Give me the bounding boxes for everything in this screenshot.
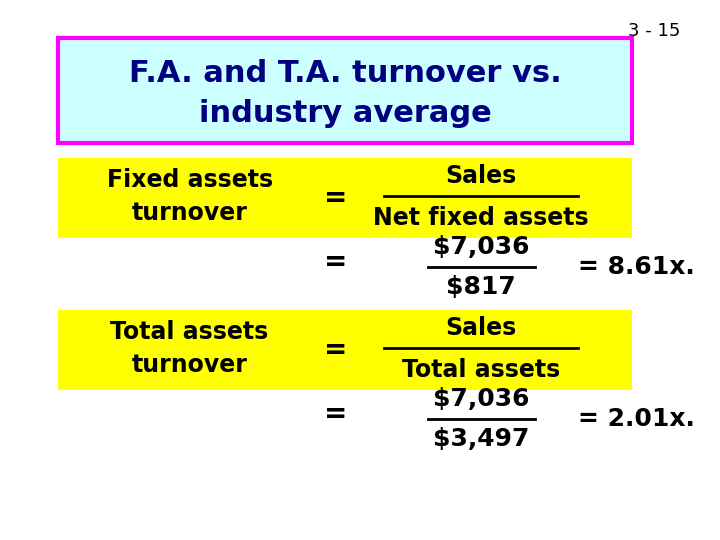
FancyBboxPatch shape: [58, 38, 632, 143]
Text: F.A. and T.A. turnover vs.: F.A. and T.A. turnover vs.: [129, 58, 562, 87]
Text: $7,036: $7,036: [433, 387, 529, 411]
Text: industry average: industry average: [199, 98, 492, 127]
Text: Total assets: Total assets: [402, 358, 560, 382]
Text: =: =: [324, 336, 347, 364]
FancyBboxPatch shape: [58, 310, 632, 390]
Text: =: =: [324, 400, 347, 428]
Text: = 2.01x.: = 2.01x.: [578, 407, 696, 431]
Text: Total assets: Total assets: [110, 320, 269, 344]
FancyBboxPatch shape: [58, 158, 632, 238]
Text: Sales: Sales: [446, 316, 517, 340]
Text: =: =: [324, 248, 347, 276]
Text: $3,497: $3,497: [433, 427, 529, 451]
Text: turnover: turnover: [132, 353, 248, 377]
Text: $7,036: $7,036: [433, 235, 529, 259]
Text: turnover: turnover: [132, 201, 248, 225]
Text: = 8.61x.: = 8.61x.: [578, 255, 696, 279]
Text: 3 - 15: 3 - 15: [628, 22, 680, 40]
Text: Sales: Sales: [446, 164, 517, 188]
Text: Fixed assets: Fixed assets: [107, 168, 273, 192]
Text: $817: $817: [446, 275, 516, 299]
Text: Net fixed assets: Net fixed assets: [374, 206, 589, 230]
Text: =: =: [324, 184, 347, 212]
